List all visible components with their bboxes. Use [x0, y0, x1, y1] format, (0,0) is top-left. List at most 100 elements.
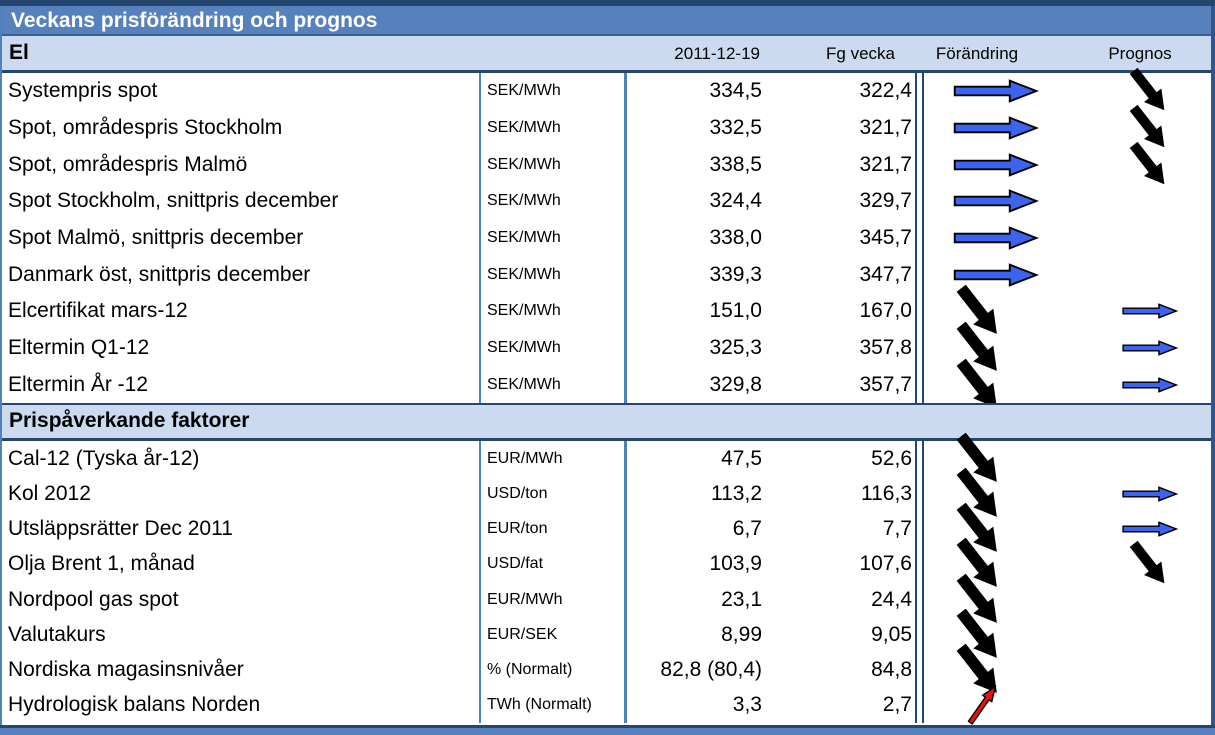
right-arrow-icon	[1122, 300, 1178, 322]
section-el-rows: Systempris spot SEK/MWh 334,5 322,4 Spot, om…	[2, 68, 1211, 408]
row-value-prev: 7,7	[882, 517, 912, 541]
table-row: Eltermin År -12 SEK/MWh 329,8 357,7	[2, 358, 1211, 408]
row-name: Spot Stockholm, snittpris december	[8, 189, 339, 213]
bottom-blue-bar	[0, 728, 1215, 735]
row-name: Utsläppsrätter Dec 2011	[8, 517, 233, 541]
down-arrow-icon	[951, 639, 1007, 701]
row-unit: EUR/MWh	[487, 449, 563, 467]
column-divider	[624, 441, 627, 723]
row-name: Eltermin År -12	[8, 372, 149, 396]
table-row: Spot, områdespris Stockholm SEK/MWh 332,5 3…	[2, 104, 1211, 148]
row-unit: EUR/SEK	[487, 625, 558, 643]
report-table: Veckans prisförändring och prognos El 20…	[2, 6, 1211, 726]
row-value-prev: 329,7	[859, 189, 912, 213]
row-unit: SEK/MWh	[487, 229, 561, 247]
row-value-current: 324,4	[709, 189, 762, 213]
right-arrow-icon	[953, 188, 1039, 214]
table-row: Valutakurs EUR/SEK 8,99 9,05	[2, 608, 1211, 658]
row-name: Hydrologisk balans Norden	[8, 693, 261, 717]
row-value-current: 334,5	[709, 79, 762, 103]
row-unit: SEK/MWh	[487, 339, 561, 357]
column-divider	[915, 73, 917, 403]
row-value-prev: 52,6	[871, 446, 912, 470]
row-value-current: 47,5	[721, 446, 762, 470]
row-unit: SEK/MWh	[487, 119, 561, 136]
down-arrow-icon	[951, 428, 1007, 490]
right-arrow-icon	[953, 262, 1039, 288]
row-value-prev: 357,7	[859, 372, 912, 396]
table-row: Systempris spot SEK/MWh 334,5 322,4	[2, 68, 1211, 111]
row-value-prev: 116,3	[861, 481, 912, 505]
section-faktorer-label: Prispåverkande faktorer	[9, 409, 250, 432]
row-name: Systempris spot	[8, 79, 158, 103]
down-arrow-icon	[951, 281, 1007, 343]
column-divider	[479, 73, 481, 403]
row-unit: EUR/ton	[487, 520, 548, 538]
right-arrow-icon	[953, 78, 1039, 104]
row-name: Spot Malmö, snittpris december	[8, 226, 304, 250]
right-arrow-icon	[1122, 337, 1178, 359]
table-row: Nordpool gas spot EUR/MWh 23,1 24,4	[2, 573, 1211, 623]
row-value-current: 8,99	[721, 622, 762, 646]
table-row: Kol 2012 USD/ton 113,2 116,3	[2, 467, 1211, 517]
down-arrow-icon	[951, 498, 1007, 560]
row-value-prev: 357,8	[859, 336, 912, 360]
row-value-current: 3,3	[732, 693, 762, 717]
table-row: Nordiska magasinsnivåer % (Normalt) 82,8 (…	[2, 643, 1211, 693]
right-arrow-icon	[953, 225, 1039, 251]
row-value-current: 6,7	[732, 517, 762, 541]
up-arrow-icon	[961, 680, 1005, 730]
report-title-bar: Veckans prisförändring och prognos	[2, 6, 1211, 36]
row-name: Eltermin Q1-12	[8, 336, 150, 360]
down-arrow-icon	[951, 463, 1007, 525]
column-divider	[922, 73, 924, 403]
row-name: Cal-12 (Tyska år-12)	[8, 446, 200, 470]
row-value-prev: 84,8	[871, 658, 912, 682]
table-row: Danmark öst, snittpris december SEK/MWh 33…	[2, 256, 1211, 293]
row-value-current: 151,0	[709, 299, 762, 323]
row-value-prev: 347,7	[859, 262, 912, 286]
down-arrow-icon	[951, 354, 1007, 416]
right-arrow-icon	[1122, 483, 1178, 505]
row-value-prev: 107,6	[859, 552, 912, 576]
row-value-current: 339,3	[709, 262, 762, 286]
table-row: Spot Malmö, snittpris december SEK/MWh 338…	[2, 220, 1211, 257]
down-arrow-icon	[1125, 64, 1174, 118]
column-header-change: Förändring	[935, 44, 1019, 63]
row-unit: SEK/MWh	[487, 265, 561, 283]
row-name: Spot, områdespris Malmö	[8, 152, 248, 176]
right-arrow-icon	[953, 115, 1039, 141]
row-value-prev: 167,0	[859, 299, 912, 323]
row-value-prev: 321,7	[859, 152, 912, 176]
outer-border-top	[0, 0, 1215, 6]
section-header-faktorer: Prispåverkande faktorer	[2, 403, 1211, 441]
outer-border-right	[1211, 6, 1215, 728]
column-divider	[922, 441, 924, 723]
right-arrow-icon	[953, 152, 1039, 178]
table-row: Utsläppsrätter Dec 2011 EUR/ton 6,7 7,7	[2, 502, 1211, 552]
row-unit: USD/fat	[487, 555, 544, 573]
row-name: Spot, områdespris Stockholm	[8, 116, 283, 139]
row-unit: % (Normalt)	[487, 661, 573, 679]
down-arrow-icon	[1125, 101, 1174, 155]
row-value-prev: 9,05	[871, 622, 912, 646]
row-unit: SEK/MWh	[487, 375, 561, 393]
row-name: Danmark öst, snittpris december	[8, 262, 311, 286]
outer-border-bottom	[0, 725, 1215, 728]
row-value-prev: 345,7	[859, 226, 912, 250]
row-unit: SEK/MWh	[487, 192, 561, 210]
down-arrow-icon	[951, 569, 1007, 631]
table-row: Eltermin Q1-12 SEK/MWh 325,3 357,8	[2, 321, 1211, 371]
row-value-current: 103,9	[709, 552, 762, 576]
row-value-prev: 321,7	[859, 116, 912, 139]
row-unit: SEK/MWh	[487, 302, 561, 320]
row-unit: USD/ton	[487, 484, 548, 502]
row-name: Nordiska magasinsnivåer	[8, 658, 244, 682]
down-arrow-icon	[1125, 537, 1174, 591]
row-unit: SEK/MWh	[487, 82, 561, 100]
row-unit: EUR/MWh	[487, 590, 563, 608]
row-name: Elcertifikat mars-12	[8, 299, 188, 323]
outer-border-left	[0, 6, 2, 728]
row-value-prev: 24,4	[871, 587, 912, 611]
